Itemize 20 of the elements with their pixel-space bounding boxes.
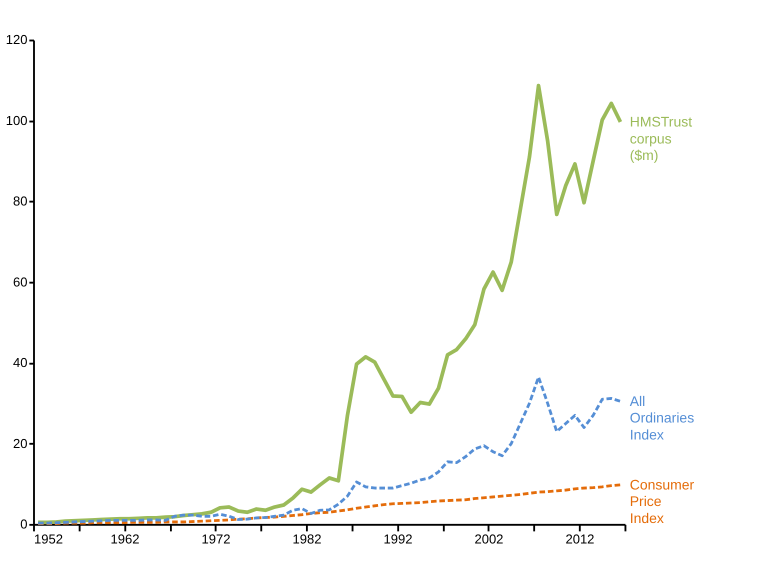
y-tick-label: 40 bbox=[12, 355, 28, 370]
y-tick-label: 60 bbox=[12, 274, 28, 290]
y-tick-label: 120 bbox=[6, 32, 28, 48]
line-series bbox=[36, 483, 622, 525]
y-tick-label: 100 bbox=[6, 112, 28, 128]
series-label: HMSTrust corpus ($m) bbox=[630, 114, 692, 164]
series-label: All Ordinaries Index bbox=[630, 392, 694, 442]
series-label: Consumer Price Index bbox=[630, 476, 695, 526]
y-tick-label: 20 bbox=[12, 436, 28, 451]
y-tick-label: 0 bbox=[20, 516, 28, 532]
x-tick-label: 2002 bbox=[474, 531, 504, 546]
line-series bbox=[36, 84, 622, 524]
x-tick-label: 2012 bbox=[565, 531, 594, 546]
line-series bbox=[36, 376, 622, 525]
x-tick-label: 1952 bbox=[34, 531, 63, 546]
x-tick-label: 1962 bbox=[110, 531, 140, 546]
x-tick-label: 1972 bbox=[201, 531, 230, 546]
y-tick-label: 80 bbox=[12, 194, 28, 209]
x-tick-label: 1992 bbox=[383, 531, 412, 546]
x-tick-label: 1982 bbox=[292, 531, 322, 546]
